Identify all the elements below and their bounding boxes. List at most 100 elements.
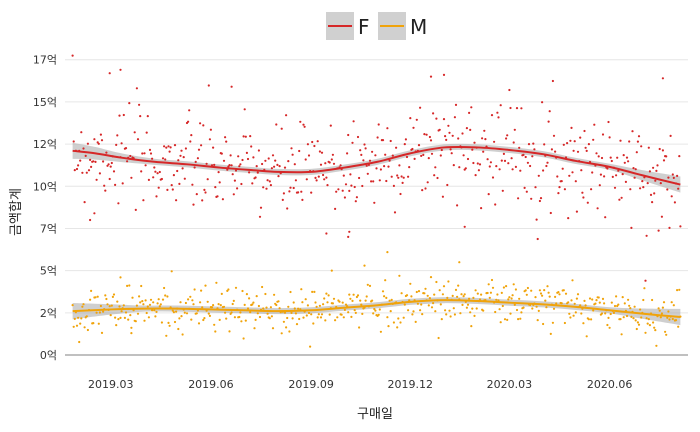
data-point-m: [73, 317, 76, 320]
data-point-f: [477, 169, 480, 172]
data-point-f: [386, 127, 389, 130]
data-point-m: [189, 295, 192, 298]
data-point-f: [546, 161, 549, 164]
data-point-m: [420, 303, 423, 306]
data-point-f: [648, 170, 652, 173]
data-point-f: [423, 133, 426, 136]
data-point-m: [269, 306, 272, 309]
data-point-f: [567, 217, 570, 220]
data-point-f: [94, 160, 97, 163]
data-point-m: [674, 319, 678, 322]
data-point-m: [489, 291, 492, 294]
data-point-m: [503, 318, 507, 321]
data-point-f: [334, 207, 337, 210]
data-point-m: [224, 311, 227, 314]
x-tick-label: 2020.06: [587, 378, 633, 391]
data-point-m: [241, 289, 244, 293]
data-point-f: [583, 129, 586, 133]
data-point-f: [407, 175, 410, 178]
data-point-m: [628, 304, 631, 307]
data-point-m: [358, 326, 361, 329]
data-point-f: [246, 157, 250, 161]
data-point-m: [294, 312, 297, 315]
data-point-f: [536, 237, 539, 241]
data-point-f: [584, 146, 587, 149]
data-point-f: [508, 88, 511, 92]
data-point-m: [332, 297, 336, 300]
data-point-f: [158, 170, 161, 174]
data-point-f: [563, 188, 567, 191]
data-point-f: [374, 154, 377, 157]
data-point-f: [242, 135, 245, 138]
data-point-f: [568, 174, 571, 177]
data-point-f: [262, 186, 265, 189]
data-point-m: [129, 314, 132, 317]
data-point-f: [117, 202, 120, 205]
data-point-m: [385, 296, 388, 299]
data-point-f: [362, 159, 365, 162]
data-point-f: [445, 138, 448, 141]
data-point-f: [250, 145, 253, 148]
data-point-f: [617, 169, 620, 172]
data-point-f: [473, 141, 476, 144]
data-point-f: [166, 188, 169, 191]
data-point-f: [632, 167, 635, 170]
data-point-m: [96, 295, 99, 298]
data-point-f: [181, 167, 184, 170]
data-point-m: [190, 318, 193, 321]
data-point-f: [438, 128, 441, 131]
data-point-m: [646, 322, 649, 325]
data-point-m: [670, 301, 673, 304]
data-point-f: [616, 156, 619, 159]
data-point-f: [218, 181, 221, 184]
data-point-m: [639, 308, 642, 311]
data-point-m: [392, 321, 395, 324]
data-point-m: [415, 290, 418, 294]
data-point-f: [538, 199, 542, 203]
data-point-f: [580, 169, 583, 172]
data-point-f: [202, 124, 205, 127]
data-point-m: [377, 313, 380, 316]
data-point-m: [470, 325, 473, 328]
data-point-m: [474, 289, 477, 292]
data-point-m: [278, 307, 281, 310]
data-point-m: [661, 306, 665, 309]
data-point-f: [403, 143, 406, 146]
data-point-m: [120, 310, 123, 313]
data-point-f: [371, 150, 374, 153]
data-point-f: [220, 152, 223, 155]
data-point-f: [307, 154, 311, 157]
data-point-m: [554, 295, 557, 298]
data-point-m: [240, 320, 243, 323]
data-point-m: [126, 284, 129, 287]
data-point-f: [451, 134, 454, 137]
data-point-m: [445, 313, 448, 316]
data-point-f: [615, 174, 618, 177]
data-point-f: [484, 138, 487, 141]
data-point-m: [349, 297, 352, 300]
data-point-m: [319, 316, 323, 319]
data-point-m: [75, 324, 79, 327]
data-point-f: [160, 177, 163, 181]
data-point-f: [335, 190, 338, 193]
data-point-f: [595, 152, 598, 155]
data-point-f: [606, 167, 609, 170]
data-point-m: [647, 318, 650, 321]
y-tick-label: 12억: [33, 138, 57, 151]
data-point-f: [85, 171, 88, 174]
data-point-f: [541, 101, 544, 104]
data-point-m: [78, 340, 81, 344]
data-point-f: [251, 182, 254, 185]
data-point-f: [331, 153, 334, 156]
data-point-f: [562, 143, 565, 146]
data-point-f: [188, 109, 191, 112]
data-point-f: [679, 225, 682, 228]
data-point-m: [452, 307, 455, 310]
data-point-f: [383, 165, 386, 168]
data-point-m: [89, 298, 92, 301]
data-point-m: [461, 303, 464, 306]
data-point-m: [668, 318, 671, 321]
data-point-f: [510, 157, 513, 160]
data-point-f: [93, 212, 96, 215]
data-point-f: [147, 178, 150, 181]
